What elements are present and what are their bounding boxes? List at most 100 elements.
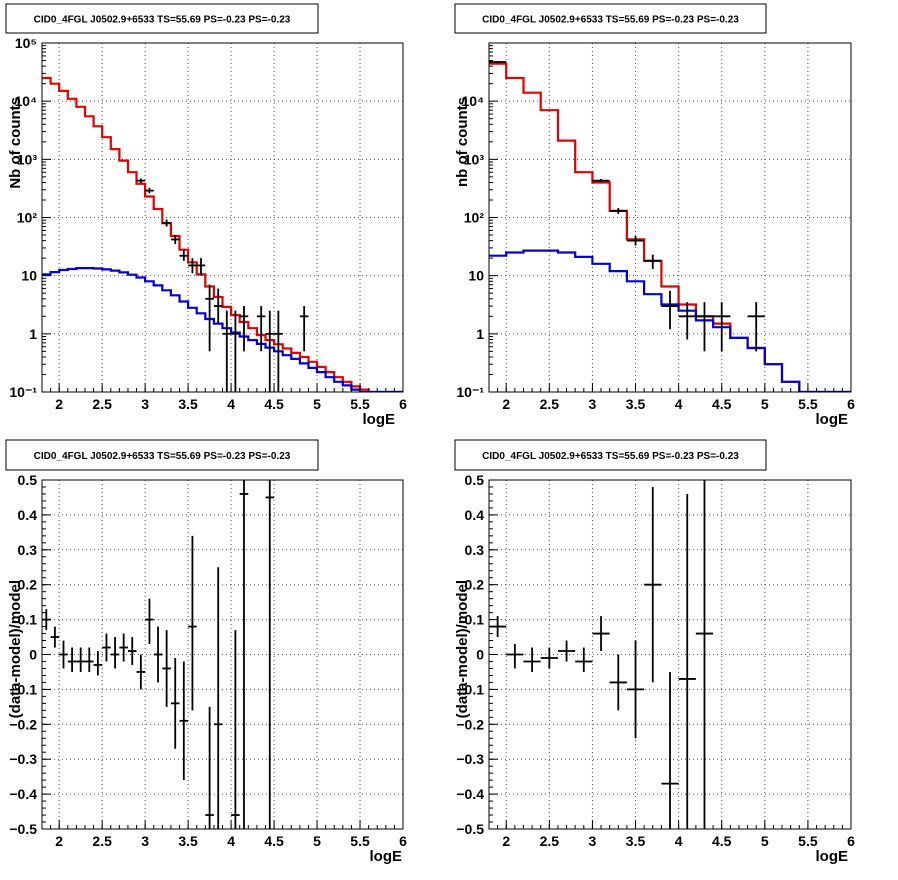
grid [42,480,403,829]
x-tick-label: 5.5 [798,396,818,412]
y-tick-label: 0.5 [18,472,38,488]
x-tick-label: 4 [675,833,683,849]
y-tick-label: 0 [476,647,484,663]
y-tick-label: −0.1 [456,681,484,697]
y-tick-label: −0.3 [9,751,37,767]
title-box [454,439,767,471]
data-point [557,640,576,662]
x-tick-label: 4.5 [712,396,732,412]
data-point [592,616,610,652]
data-point [489,61,507,64]
data-point [222,310,232,392]
data-point [626,640,645,739]
y-tick-label: −0.2 [9,716,37,732]
data-point [196,258,206,276]
y-tick-label: −0.3 [456,751,484,767]
data-point [145,187,154,194]
title-box [454,3,767,34]
red-model-step-line [42,76,403,392]
y-tick-label: 0.5 [465,472,485,488]
y-tick-label: −0.1 [9,681,37,697]
axis-ticks [41,42,404,393]
data-point [747,302,765,352]
data-point [256,306,266,352]
x-tick-label: 5 [761,833,769,849]
y-tick-label: 10² [464,210,485,226]
x-tick-label: 3 [141,833,149,849]
y-tick-label: 0 [29,647,37,663]
data-point [713,302,731,352]
axis-ticks [488,479,852,830]
data-point [523,647,541,672]
data-point [188,258,197,274]
data-point [231,630,240,829]
data-point [678,493,696,829]
y-tick-label: 0.1 [18,612,38,628]
x-tick-label: 5 [761,396,769,412]
data-point [239,480,249,829]
x-tick-label: 3 [141,396,149,412]
data-point [162,630,171,707]
data-point [136,654,146,690]
data-point [506,644,524,669]
y-tick-label: 0.2 [18,577,38,593]
data-point [213,288,223,324]
chart-title: CID0_4FGL J0502.9+6533 TS=55.69 PS=-0.23… [34,15,291,26]
y-tick-label: 0.2 [465,577,485,593]
chart-panel-4: 2 2.5 3 3.5 4 4.5 5 5.5 6 −0.5 −0.4 −0.3 −0.2 −0.1 0 0.… [454,439,855,865]
x-tick-label: 5 [313,833,321,849]
data-point [110,637,120,669]
x-tick-label: 4.5 [264,396,284,412]
y-tick-label: −0.4 [456,786,484,802]
data-point [84,647,94,672]
data-point [127,637,137,665]
x-tick-label: 2 [55,396,63,412]
y-axis-title: (data-model)/model [7,580,24,718]
y-tick-label: 0.3 [18,542,38,558]
y-axis-title: nb of counts [454,97,471,187]
x-axis-title: logE [363,411,396,428]
data-point [540,647,558,669]
y-tick-label: 10² [17,210,38,226]
x-tick-label: 2.5 [92,833,112,849]
x-tick-label: 2 [55,833,63,849]
x-tick-label: 4 [675,396,683,412]
y-tick-label: −0.2 [456,716,484,732]
data-point [153,626,163,683]
blue-model-step-line [42,267,403,392]
data-point [644,486,662,683]
data-point [179,249,189,261]
y-axis-title: (data-model)/model [454,580,471,718]
x-tick-label: 2.5 [540,833,560,849]
x-tick-label: 3.5 [178,396,198,412]
x-tick-label: 6 [399,396,407,412]
x-tick-label: 6 [847,833,855,849]
series-group [42,76,403,392]
x-tick-label: 3.5 [178,833,198,849]
data-point [231,310,240,392]
series-group [42,480,275,829]
chart-panel-3: 2 2.5 3 3.5 4 4.5 5 5.5 6 −0.5 −0.4 −0.3 −0.2 −0.1 0 0.… [5,439,407,865]
y-tick-label: −0.4 [9,786,37,802]
data-point [644,254,662,270]
x-tick-label: 3 [589,833,597,849]
y-tick-label: 1 [29,326,37,342]
data-point [102,633,111,662]
y-tick-label: 1 [476,326,484,342]
grid [42,43,403,392]
axis-ticks [41,479,404,830]
x-tick-label: 4.5 [712,833,732,849]
x-axis-title: logE [370,848,403,865]
axis-ticks [488,45,852,393]
data-point [170,657,180,749]
y-tick-label: 10³ [17,151,38,167]
x-tick-label: 5 [313,396,321,412]
y-tick-label: 10 [21,268,37,284]
data-point [265,480,275,829]
data-point [205,284,214,352]
data-point [213,567,223,829]
data-point [170,235,180,245]
y-tick-label: 0.4 [18,507,38,523]
x-tick-label: 5.5 [798,833,818,849]
x-tick-label: 2.5 [540,396,560,412]
